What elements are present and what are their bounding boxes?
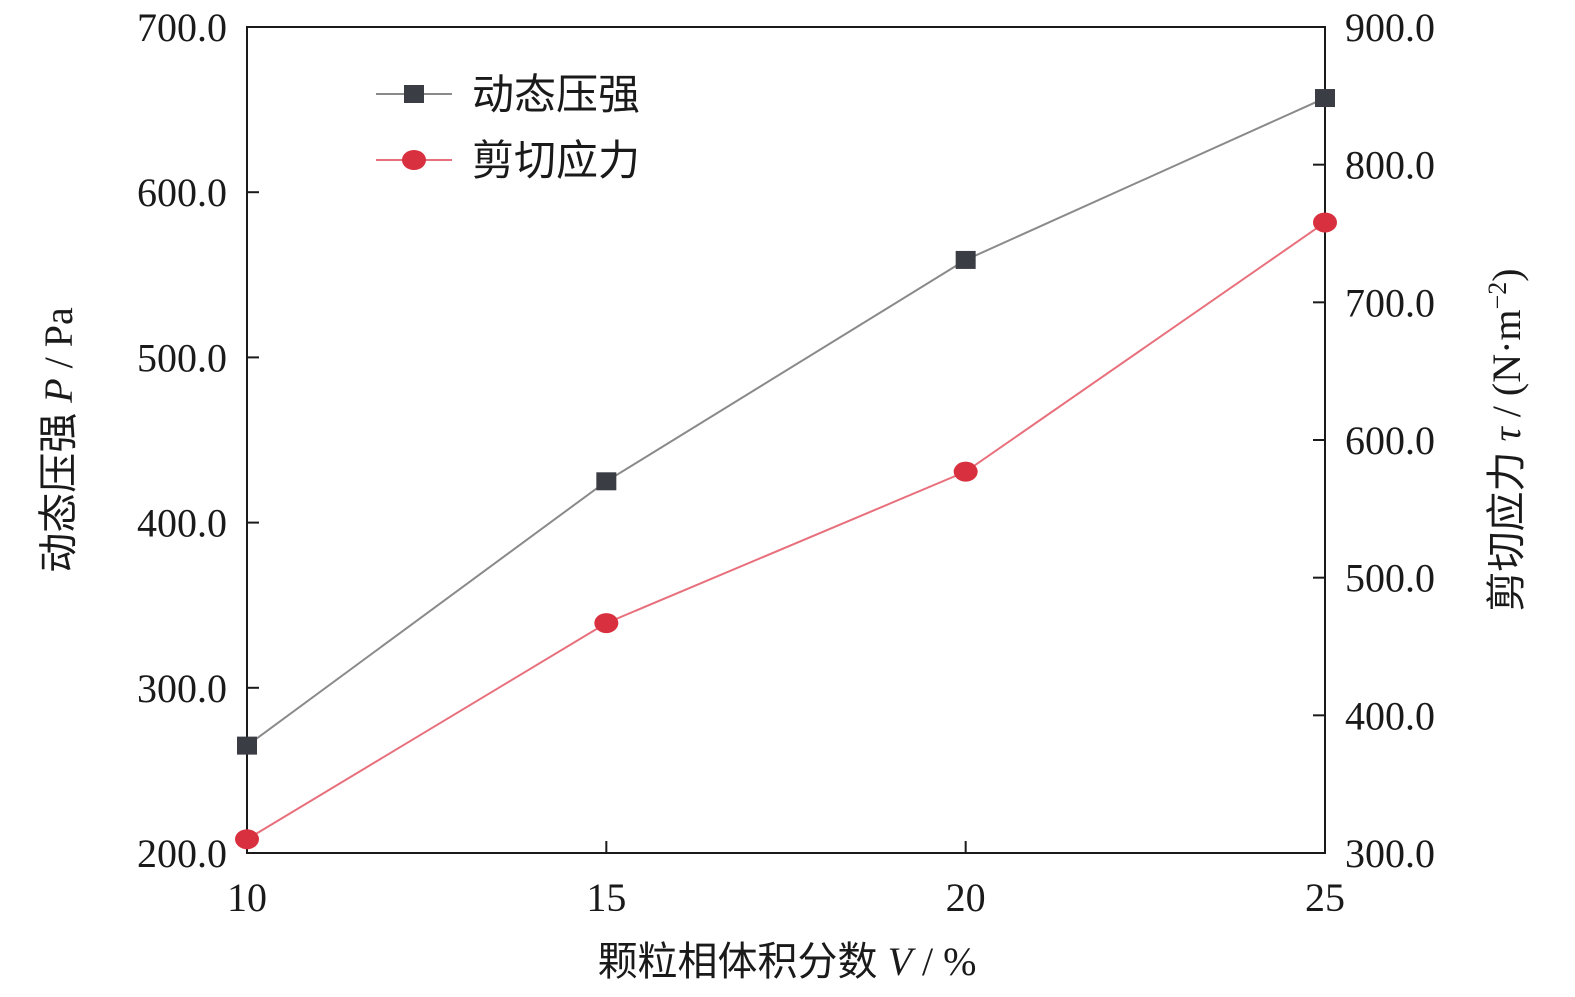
- plot-frame: [246, 26, 1326, 854]
- y-left-tick-label: 200.0: [137, 831, 227, 876]
- y-right-axis-title: 剪切应力 τ / (N·m−2): [1483, 268, 1530, 611]
- series-line-2: [246, 221, 1326, 841]
- y-right-tick-label: 300.0: [1345, 831, 1435, 876]
- data-point-square: [237, 736, 257, 755]
- series-line-1: [246, 97, 1326, 747]
- legend-label-2: 剪切应力: [472, 138, 640, 185]
- data-point-square: [955, 250, 976, 269]
- y-right-tick-label: 700.0: [1345, 280, 1435, 325]
- series-layer: [235, 89, 1337, 850]
- legend-marker-circle: [402, 150, 426, 170]
- y-right-tick-label: 900.0: [1345, 5, 1435, 50]
- data-point-circle: [594, 613, 619, 634]
- data-point-circle: [235, 829, 259, 850]
- y-left-tick-label: 600.0: [137, 170, 227, 215]
- y-right-tick-label: 400.0: [1345, 693, 1435, 738]
- legend-marker-square: [404, 85, 424, 103]
- y-left-tick-label: 400.0: [137, 501, 227, 546]
- data-point-square: [1315, 89, 1335, 108]
- x-axis-title: 颗粒相体积分数 V / %: [598, 939, 977, 984]
- y-left-tick-label: 300.0: [137, 666, 227, 711]
- data-point-square: [596, 472, 617, 491]
- x-tick-label: 15: [586, 875, 626, 920]
- x-tick-label: 10: [227, 875, 267, 920]
- y-right-tick-label: 500.0: [1345, 556, 1435, 601]
- data-point-circle: [1313, 212, 1337, 233]
- data-point-circle: [953, 461, 978, 482]
- y-left-axis-title: 动态压强 P / Pa: [36, 307, 81, 573]
- x-tick-label: 25: [1305, 875, 1345, 920]
- y-right-tick-label: 800.0: [1345, 143, 1435, 188]
- y-left-tick-label: 700.0: [137, 5, 227, 50]
- y-right-tick-label: 600.0: [1345, 418, 1435, 463]
- y-left-tick-label: 500.0: [137, 335, 227, 380]
- axes: 10 15 20 25 200.0 300.0 400.0 500.0 600.0 700.0 30…: [36, 5, 1529, 984]
- legend-label-1: 动态压强: [472, 73, 640, 119]
- x-tick-label: 20: [946, 875, 986, 920]
